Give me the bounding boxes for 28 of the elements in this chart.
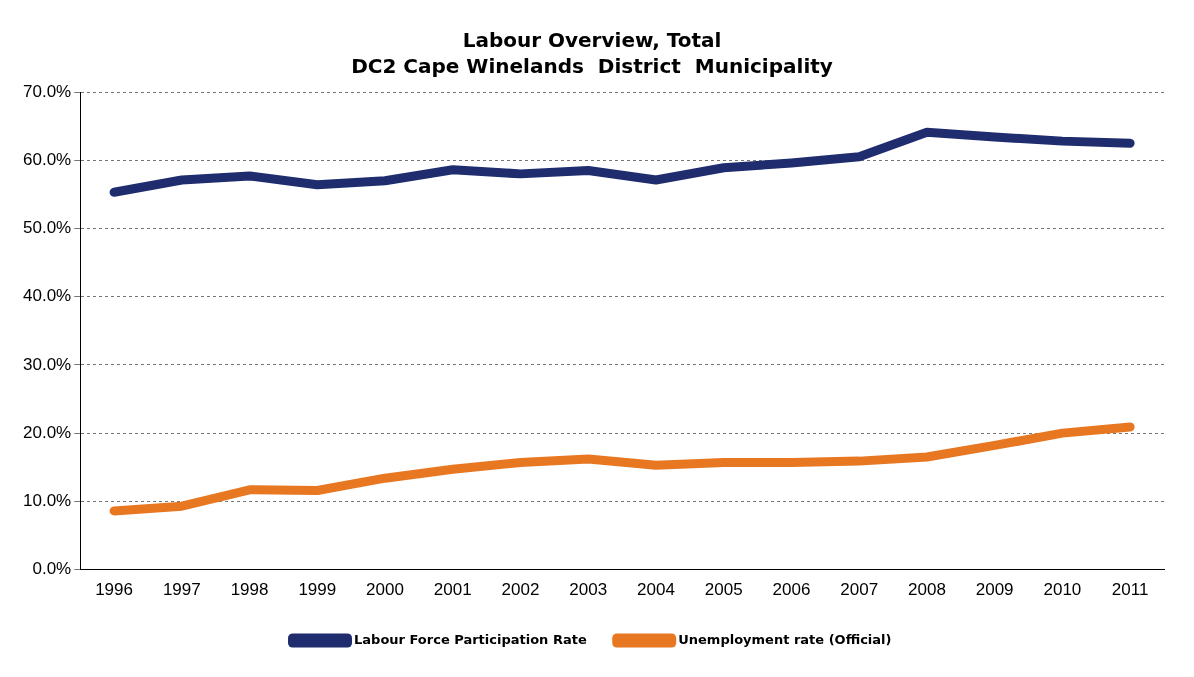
x-tick-label: 2000	[366, 580, 404, 600]
y-tick-label: 30.0%	[23, 354, 72, 374]
y-tick-label: 10.0%	[23, 491, 72, 511]
x-tick-label: 1996	[95, 580, 133, 600]
x-tick-label: 2010	[1043, 580, 1082, 600]
x-tick-label: 2006	[772, 580, 811, 600]
x-tick-label: 1997	[162, 580, 201, 600]
y-tick-label: 50.0%	[23, 218, 72, 238]
x-tick-label: 1999	[298, 580, 337, 600]
x-tick-label: 2007	[840, 580, 879, 600]
x-tick-label: 2011	[1111, 580, 1149, 600]
legend-label: Labour Force Participation Rate	[354, 631, 587, 647]
chart-subtitle: DC2 Cape Winelands District Municipality	[351, 54, 833, 79]
x-tick-label: 2009	[975, 580, 1014, 600]
y-tick-label: 70.0%	[23, 81, 72, 101]
x-tick-label: 2001	[433, 580, 472, 600]
x-tick-label: 1998	[230, 580, 269, 600]
y-tick-label: 20.0%	[23, 422, 72, 442]
x-tick-label: 2003	[569, 580, 608, 600]
chart-title: Labour Overview, Total	[462, 28, 722, 53]
x-tick-label: 2008	[908, 580, 946, 600]
x-tick-label: 2004	[637, 580, 675, 600]
x-tick-label: 2002	[501, 580, 540, 600]
legend-label: Unemployment rate (Official)	[678, 631, 892, 647]
y-tick-label: 60.0%	[23, 149, 72, 169]
x-tick-label: 2005	[704, 580, 743, 600]
y-tick-label: 40.0%	[23, 286, 72, 306]
y-tick-label: 0.0%	[32, 559, 72, 579]
